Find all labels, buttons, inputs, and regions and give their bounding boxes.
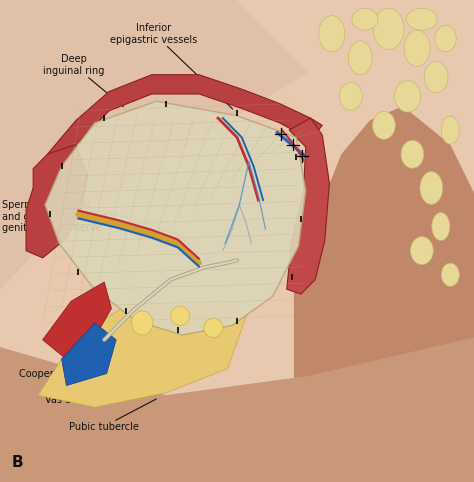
Ellipse shape bbox=[319, 15, 345, 52]
Ellipse shape bbox=[432, 213, 450, 241]
Text: Inferior
epigastric vessels: Inferior epigastric vessels bbox=[110, 23, 233, 109]
Ellipse shape bbox=[373, 111, 395, 139]
Ellipse shape bbox=[407, 8, 437, 30]
Polygon shape bbox=[43, 282, 111, 359]
Ellipse shape bbox=[171, 306, 190, 325]
Ellipse shape bbox=[401, 140, 424, 168]
Polygon shape bbox=[294, 106, 474, 482]
Text: Deep
inguinal ring: Deep inguinal ring bbox=[43, 54, 123, 107]
Text: Vas deferens: Vas deferens bbox=[45, 370, 133, 405]
Ellipse shape bbox=[424, 61, 448, 93]
Ellipse shape bbox=[352, 8, 378, 30]
Ellipse shape bbox=[131, 311, 153, 335]
Ellipse shape bbox=[204, 318, 223, 337]
Ellipse shape bbox=[441, 263, 459, 286]
Ellipse shape bbox=[394, 80, 421, 112]
Text: Pubic tubercle: Pubic tubercle bbox=[69, 399, 156, 431]
Polygon shape bbox=[0, 0, 308, 289]
Ellipse shape bbox=[373, 8, 404, 50]
Ellipse shape bbox=[410, 237, 433, 265]
Polygon shape bbox=[0, 337, 474, 482]
Polygon shape bbox=[38, 301, 246, 407]
Ellipse shape bbox=[348, 41, 372, 75]
Polygon shape bbox=[62, 323, 116, 386]
Text: Spermatic vessels
and genital branch of
genitofemoral nerve: Spermatic vessels and genital branch of … bbox=[2, 201, 107, 233]
Ellipse shape bbox=[420, 172, 443, 204]
Ellipse shape bbox=[404, 30, 430, 67]
Ellipse shape bbox=[441, 116, 459, 144]
Ellipse shape bbox=[95, 330, 114, 354]
Polygon shape bbox=[47, 75, 322, 178]
Polygon shape bbox=[26, 145, 88, 258]
Ellipse shape bbox=[435, 25, 456, 52]
Polygon shape bbox=[45, 101, 306, 335]
Polygon shape bbox=[287, 118, 329, 294]
Text: Cooper's ligament: Cooper's ligament bbox=[19, 346, 114, 378]
Ellipse shape bbox=[339, 82, 362, 110]
Text: B: B bbox=[12, 455, 24, 470]
